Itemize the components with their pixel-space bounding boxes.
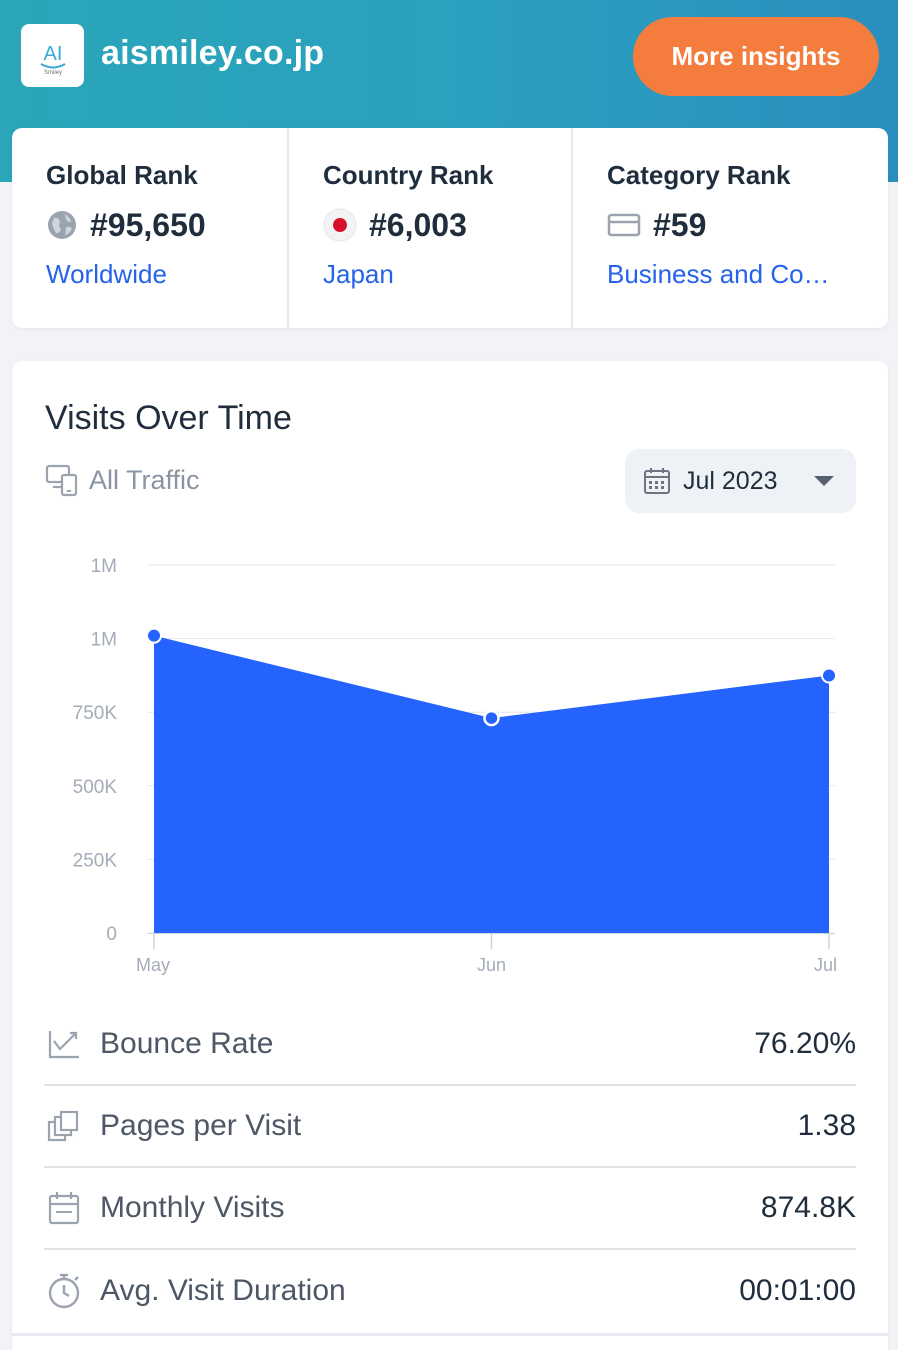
date-label: Jul 2023 <box>683 466 778 495</box>
site-logo: AI Smiley <box>21 24 84 87</box>
category-rank: Category Rank #59 Business and Co… <box>571 128 888 328</box>
country-rank-label: Country Rank <box>323 160 494 190</box>
rank-card: Global Rank #95,650 Worldwide Country Ra… <box>12 128 888 328</box>
y-tick-label: 1M <box>91 630 117 651</box>
avg-visit-duration-label: Avg. Visit Duration <box>100 1274 346 1307</box>
x-tick-label: Jul <box>814 955 837 975</box>
stopwatch-icon <box>44 1271 84 1311</box>
svg-text:AI: AI <box>43 43 62 65</box>
worldwide-link[interactable]: Worldwide <box>46 259 167 289</box>
monthly-visits-value: 874.8K <box>760 1191 856 1224</box>
y-tick-label: 250K <box>73 850 118 871</box>
visits-card: Visits Over Time All Traffic Jul 2023 0 2… <box>12 361 888 1350</box>
category-rank-value: #59 <box>653 206 707 243</box>
pages-per-visit-label: Pages per Visit <box>100 1109 302 1142</box>
pages-icon <box>44 1106 84 1146</box>
metric-monthly-visits: Monthly Visits 874.8K <box>44 1168 856 1250</box>
y-tick-label: 750K <box>73 703 118 724</box>
global-rank-value: #95,650 <box>90 206 206 243</box>
ai-smiley-logo-icon: AI Smiley <box>39 43 66 76</box>
monthly-visits-label: Monthly Visits <box>100 1191 285 1224</box>
metric-avg-visit-duration: Avg. Visit Duration 00:01:00 <box>44 1250 856 1332</box>
site-name: aismiley.co.jp <box>101 34 325 72</box>
calendar-icon <box>44 1188 84 1228</box>
japan-link[interactable]: Japan <box>323 259 394 289</box>
devices-icon <box>45 464 78 497</box>
next-card-edge <box>12 1333 888 1336</box>
category-rank-label: Category Rank <box>607 160 791 190</box>
y-tick-label: 0 <box>106 924 117 945</box>
avg-visit-duration-value: 00:01:00 <box>739 1274 856 1307</box>
country-rank: Country Rank #6,003 Japan <box>287 128 571 328</box>
trend-icon <box>44 1024 84 1064</box>
category-link[interactable]: Business and Co… <box>607 259 830 289</box>
y-tick-label: 500K <box>73 777 118 798</box>
more-insights-button[interactable]: More insights <box>633 17 879 96</box>
metric-pages-per-visit: Pages per Visit 1.38 <box>44 1086 856 1168</box>
category-icon <box>607 213 641 237</box>
bounce-rate-label: Bounce Rate <box>100 1027 274 1060</box>
visits-chart: 0 250K 500K 750K 1M 1M May Jun Jul <box>73 556 837 975</box>
date-select[interactable]: Jul 2023 <box>625 449 856 513</box>
svg-text:Smiley: Smiley <box>43 70 61 76</box>
traffic-filter[interactable]: All Traffic <box>45 463 200 497</box>
traffic-label: All Traffic <box>89 464 200 495</box>
global-rank-label: Global Rank <box>46 160 198 190</box>
data-point[interactable] <box>821 667 837 684</box>
country-rank-value: #6,003 <box>369 206 467 243</box>
globe-icon <box>48 211 76 239</box>
calendar-icon <box>644 468 670 494</box>
visits-title: Visits Over Time <box>45 399 292 437</box>
bounce-rate-value: 76.20% <box>754 1027 856 1060</box>
visits-area <box>154 635 829 933</box>
japan-flag-icon <box>323 208 357 242</box>
global-rank: Global Rank #95,650 Worldwide <box>12 128 287 328</box>
pages-per-visit-value: 1.38 <box>797 1109 856 1142</box>
data-point[interactable] <box>483 709 500 727</box>
chevron-down-icon <box>814 476 834 486</box>
data-point[interactable] <box>146 627 162 644</box>
x-tick-label: Jun <box>477 955 506 975</box>
x-tick-label: May <box>136 955 170 975</box>
metric-bounce-rate: Bounce Rate 76.20% <box>44 1004 856 1086</box>
y-tick-label: 1M <box>91 556 117 577</box>
